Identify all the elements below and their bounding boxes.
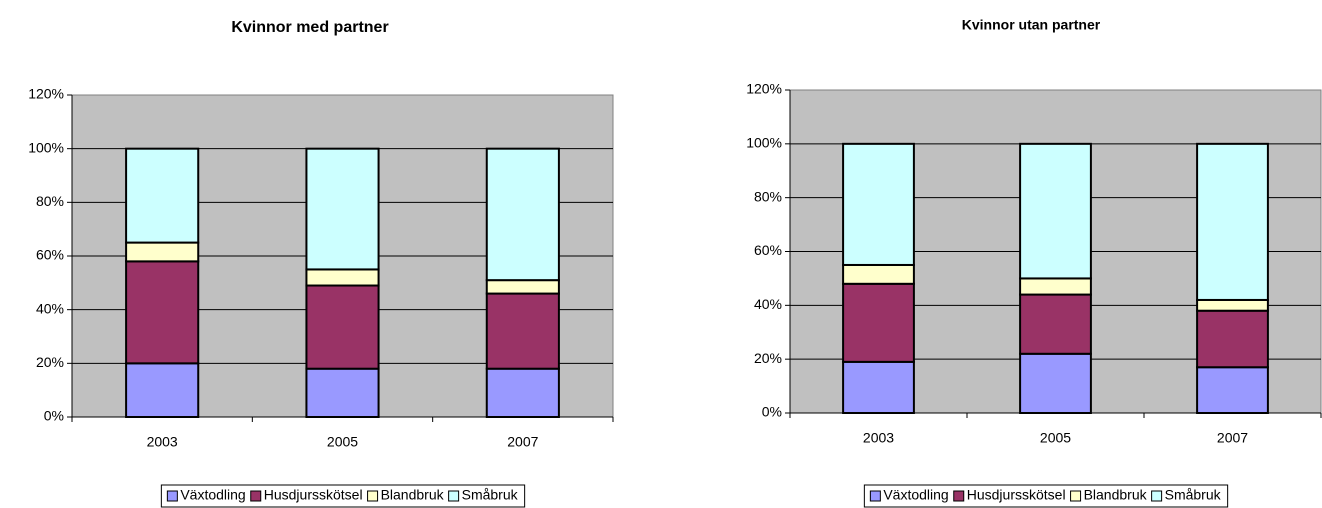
legend-swatch — [953, 490, 965, 502]
x-tick-label: 2005 — [1040, 430, 1071, 446]
y-tick-label: 40% — [754, 296, 782, 312]
x-tick-label: 2007 — [507, 434, 538, 450]
bar-segment — [305, 147, 380, 271]
legend-label: Växtodling — [883, 487, 948, 503]
bar-segment — [1019, 142, 1092, 280]
y-tick-label: 0% — [44, 408, 64, 424]
legend-swatch — [367, 490, 379, 502]
y-tick-label: 100% — [28, 139, 64, 155]
legend-swatch — [869, 490, 881, 502]
y-tick-label: 20% — [754, 350, 782, 366]
legend-label: Växtodling — [180, 487, 245, 503]
legend-label: Småbruk — [462, 487, 519, 503]
y-tick-label: 100% — [746, 135, 782, 151]
bar-segment — [1196, 366, 1269, 415]
bar-segment — [125, 241, 200, 263]
legend: Växtodling Husdjursskötsel Blandbruk Småbru… — [160, 484, 526, 508]
legend-swatch — [250, 490, 262, 502]
bar-segment — [1196, 298, 1269, 312]
bar-segment — [305, 367, 380, 419]
y-tick-label: 120% — [746, 81, 782, 97]
bar-segment — [125, 362, 200, 419]
bar-segment — [485, 367, 560, 419]
y-tick-label: 60% — [754, 242, 782, 258]
bar-segment — [485, 292, 560, 370]
y-tick-label: 80% — [754, 188, 782, 204]
legend-swatch — [1151, 490, 1163, 502]
legend: Växtodling Husdjursskötsel Blandbruk Småbru… — [863, 484, 1229, 508]
chart-title: Kvinnor med partner — [231, 19, 388, 36]
x-tick-label: 2003 — [863, 430, 894, 446]
legend-label: Husdjursskötsel — [264, 487, 363, 503]
bar-segment — [485, 279, 560, 295]
legend-label: Blandbruk — [1084, 487, 1148, 503]
bar-segment — [1019, 352, 1092, 414]
y-tick-label: 20% — [36, 354, 64, 370]
legend-swatch — [1070, 490, 1082, 502]
x-tick-label: 2005 — [327, 434, 358, 450]
bar-segment — [305, 268, 380, 287]
y-tick-label: 40% — [36, 300, 64, 316]
bar-segment — [1196, 309, 1269, 369]
y-tick-label: 120% — [28, 86, 64, 102]
x-tick-label: 2003 — [147, 434, 178, 450]
legend-swatch — [448, 490, 460, 502]
legend-swatch — [166, 490, 178, 502]
bar-segment — [1019, 277, 1092, 296]
chart-title: Kvinnor utan partner — [962, 17, 1101, 33]
bar-segment — [125, 260, 200, 365]
bar-segment — [125, 147, 200, 244]
legend-label: Blandbruk — [381, 487, 445, 503]
bar-segment — [842, 360, 915, 415]
bar-segment — [305, 284, 380, 370]
bar-segment — [1019, 293, 1092, 355]
bar-segment — [842, 282, 915, 363]
legend-label: Husdjursskötsel — [967, 487, 1066, 503]
bar-segment — [842, 263, 915, 285]
y-tick-label: 60% — [36, 247, 64, 263]
bar-segment — [485, 147, 560, 282]
x-tick-label: 2007 — [1217, 430, 1248, 446]
bar-segment — [842, 142, 915, 266]
legend-label: Småbruk — [1165, 487, 1222, 503]
y-tick-label: 0% — [762, 404, 782, 420]
y-tick-label: 80% — [36, 193, 64, 209]
bar-segment — [1196, 142, 1269, 301]
